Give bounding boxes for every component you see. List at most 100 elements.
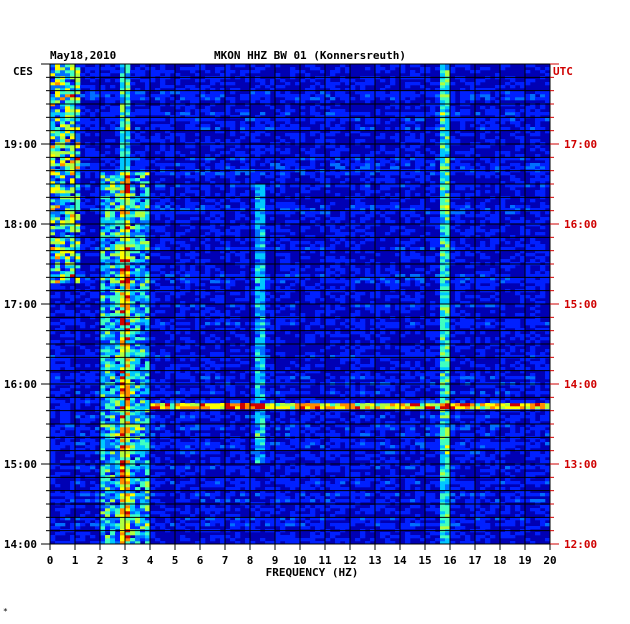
- heatmap-cell: [235, 445, 241, 449]
- heatmap-cell: [310, 400, 316, 404]
- heatmap-cell: [340, 505, 346, 509]
- heatmap-cell: [450, 433, 456, 437]
- heatmap-cell: [115, 346, 121, 350]
- heatmap-cell: [390, 406, 396, 410]
- heatmap-cell: [125, 541, 131, 545]
- heatmap-cell: [485, 475, 491, 479]
- heatmap-cell: [190, 451, 196, 455]
- heatmap-cell: [255, 415, 261, 419]
- heatmap-cell: [55, 373, 61, 377]
- heatmap-cell: [120, 511, 126, 515]
- heatmap-cell: [480, 304, 486, 308]
- heatmap-cell: [490, 433, 496, 437]
- heatmap-cell: [325, 493, 331, 497]
- heatmap-cell: [145, 487, 151, 491]
- heatmap-cell: [245, 526, 251, 530]
- heatmap-cell: [170, 292, 176, 296]
- heatmap-cell: [135, 520, 141, 524]
- heatmap-cell: [450, 493, 456, 497]
- heatmap-cell: [540, 277, 546, 281]
- heatmap-cell: [125, 523, 131, 527]
- heatmap-cell: [420, 280, 426, 284]
- heatmap-cell: [90, 352, 96, 356]
- heatmap-cell: [435, 499, 441, 503]
- heatmap-cell: [70, 340, 76, 344]
- heatmap-cell: [305, 424, 311, 428]
- heatmap-cell: [210, 370, 216, 374]
- heatmap-cell: [210, 523, 216, 527]
- heatmap-cell: [430, 373, 436, 377]
- heatmap-cell: [345, 475, 351, 479]
- heatmap-cell: [320, 298, 326, 302]
- heatmap-cell: [235, 484, 241, 488]
- heatmap-cell: [480, 523, 486, 527]
- heatmap-cell: [445, 328, 451, 332]
- heatmap-cell: [145, 346, 151, 350]
- heatmap-cell: [375, 487, 381, 491]
- heatmap-cell: [190, 472, 196, 476]
- heatmap-cell: [375, 400, 381, 404]
- heatmap-cell: [145, 511, 151, 515]
- heatmap-cell: [230, 364, 236, 368]
- heatmap-cell: [450, 406, 456, 410]
- heatmap-cell: [370, 274, 376, 278]
- heatmap-cell: [285, 427, 291, 431]
- heatmap-cell: [475, 295, 481, 299]
- heatmap-cell: [355, 376, 361, 380]
- heatmap-cell: [220, 478, 226, 482]
- heatmap-cell: [235, 364, 241, 368]
- heatmap-cell: [295, 406, 301, 410]
- heatmap-cell: [150, 418, 156, 422]
- heatmap-cell: [260, 370, 266, 374]
- heatmap-cell: [145, 370, 151, 374]
- heatmap-cell: [390, 361, 396, 365]
- heatmap-cell: [155, 418, 161, 422]
- heatmap-cell: [500, 406, 506, 410]
- heatmap-cell: [270, 424, 276, 428]
- heatmap-cell: [355, 292, 361, 296]
- heatmap-cell: [200, 466, 206, 470]
- heatmap-cell: [130, 400, 136, 404]
- heatmap-cell: [110, 352, 116, 356]
- heatmap-cell: [440, 331, 446, 335]
- heatmap-cell: [340, 424, 346, 428]
- heatmap-cell: [235, 535, 241, 539]
- heatmap-cell: [500, 388, 506, 392]
- heatmap-cell: [315, 541, 321, 545]
- heatmap-cell: [95, 277, 101, 281]
- heatmap-cell: [215, 295, 221, 299]
- heatmap-cell: [545, 349, 551, 353]
- heatmap-cell: [360, 415, 366, 419]
- heatmap-cell: [260, 394, 266, 398]
- heatmap-cell: [465, 487, 471, 491]
- heatmap-cell: [60, 307, 66, 311]
- heatmap-cell: [340, 490, 346, 494]
- heatmap-cell: [160, 466, 166, 470]
- heatmap-cell: [505, 370, 511, 374]
- heatmap-cell: [400, 451, 406, 455]
- heatmap-cell: [75, 415, 81, 419]
- heatmap-cell: [100, 493, 106, 497]
- heatmap-cell: [330, 322, 336, 326]
- heatmap-cell: [395, 433, 401, 437]
- heatmap-cell: [65, 424, 71, 428]
- heatmap-cell: [90, 295, 96, 299]
- heatmap-cell: [55, 463, 61, 467]
- heatmap-cell: [120, 295, 126, 299]
- heatmap-cell: [205, 322, 211, 326]
- heatmap-cell: [445, 358, 451, 362]
- heatmap-cell: [65, 412, 71, 416]
- heatmap-cell: [100, 268, 106, 272]
- heatmap-cell: [240, 274, 246, 278]
- heatmap-cell: [455, 535, 461, 539]
- heatmap-cell: [340, 511, 346, 515]
- heatmap-cell: [345, 421, 351, 425]
- heatmap-cell: [350, 466, 356, 470]
- heatmap-cell: [55, 532, 61, 536]
- heatmap-cell: [55, 472, 61, 476]
- heatmap-cell: [335, 280, 341, 284]
- heatmap-cell: [520, 301, 526, 305]
- heatmap-cell: [375, 277, 381, 281]
- heatmap-cell: [480, 481, 486, 485]
- heatmap-cell: [480, 427, 486, 431]
